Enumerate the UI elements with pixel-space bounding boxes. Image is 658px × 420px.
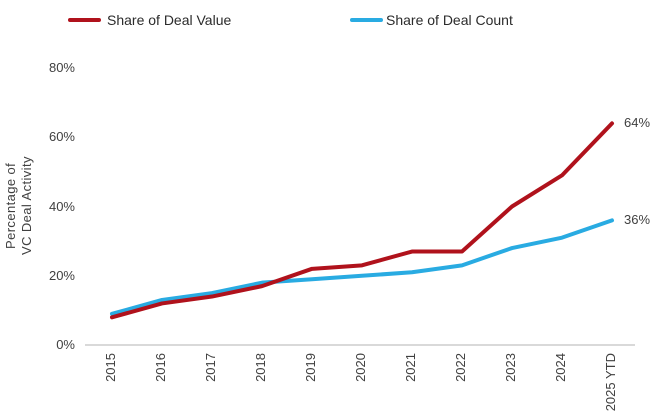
series-line-share-of-deal-count	[110, 218, 614, 316]
x-axis-tick-label: 2021	[403, 353, 418, 382]
x-axis-baseline	[85, 344, 635, 346]
legend-label: Share of Deal Value	[107, 12, 232, 28]
x-axis-tick-label: 2015	[103, 353, 118, 382]
legend-item-share-of-deal-count: Share of Deal Count	[350, 10, 513, 30]
chart-legend: Share of Deal Value Share of Deal Count	[0, 10, 658, 30]
x-axis-tick-label: 2023	[503, 353, 518, 382]
x-axis-tick-label: 2019	[303, 353, 318, 382]
series-end-label: 64%	[624, 115, 651, 131]
x-axis-tick-label: 2018	[253, 353, 268, 382]
x-axis-tick-label: 2020	[353, 353, 368, 382]
y-axis-tick-label: 40%	[48, 198, 75, 214]
series-line-share-of-deal-value	[110, 121, 614, 320]
deal-value-line-swatch-icon	[68, 18, 101, 22]
y-axis-tick-label: 20%	[48, 267, 75, 283]
y-axis-tick-label: 80%	[48, 60, 75, 75]
y-axis-tick-label: 60%	[48, 129, 75, 145]
x-axis-tick-label: 2016	[153, 353, 168, 382]
y-axis-tick-label: 0%	[56, 337, 75, 352]
series-end-label: 36%	[624, 212, 651, 228]
deal-count-line-swatch-icon	[350, 18, 383, 22]
x-axis-tick-label: 2022	[453, 353, 468, 382]
x-axis-tick-label: 2017	[203, 353, 218, 382]
legend-label: Share of Deal Count	[386, 12, 513, 28]
x-axis-tick-label: 2025 YTD	[603, 353, 618, 412]
x-axis-tick-label: 2024	[553, 353, 568, 382]
legend-item-share-of-deal-value: Share of Deal Value	[68, 10, 231, 30]
